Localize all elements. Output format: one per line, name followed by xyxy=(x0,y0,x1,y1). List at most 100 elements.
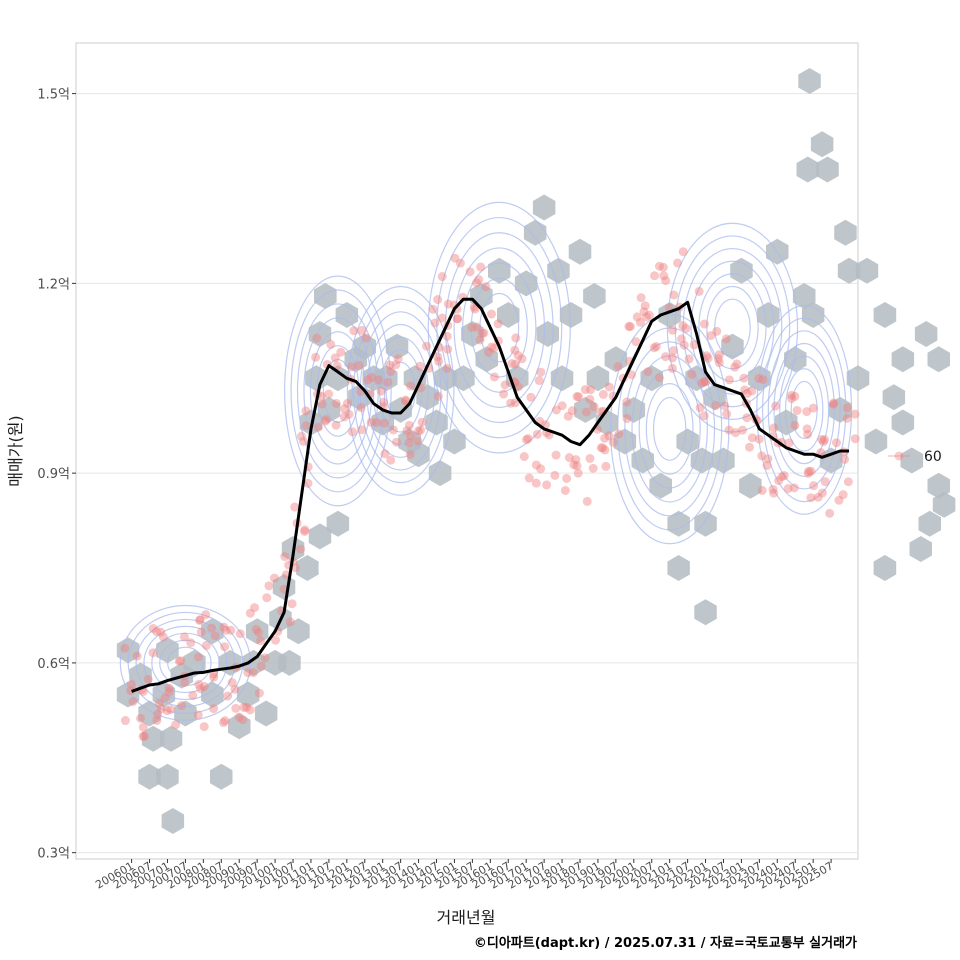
hexbin xyxy=(721,333,744,360)
x-axis-title: 거래년월 xyxy=(437,908,496,927)
data-point xyxy=(513,382,523,392)
data-point xyxy=(413,436,423,446)
hexbin xyxy=(891,409,915,436)
hexbin xyxy=(690,447,714,474)
data-point xyxy=(156,704,166,714)
data-point xyxy=(722,409,732,419)
data-point xyxy=(153,709,163,719)
data-point xyxy=(714,350,724,360)
data-point xyxy=(771,401,781,411)
data-point xyxy=(171,720,181,730)
data-point xyxy=(598,443,608,453)
data-point xyxy=(658,262,668,272)
density-contour xyxy=(359,311,442,471)
data-point xyxy=(433,391,443,401)
data-point xyxy=(701,377,711,387)
data-point xyxy=(386,455,396,465)
data-point xyxy=(227,678,237,688)
data-point xyxy=(828,399,838,409)
hexbin xyxy=(873,555,897,581)
y-tick-label: 0.3억 xyxy=(37,847,70,862)
hexbin xyxy=(116,637,140,664)
data-point xyxy=(290,502,300,512)
data-point xyxy=(639,307,649,317)
data-point xyxy=(179,632,189,642)
data-point xyxy=(842,403,852,413)
data-point xyxy=(209,704,219,714)
data-point xyxy=(254,627,264,637)
data-point xyxy=(654,373,664,383)
data-point xyxy=(481,282,491,292)
density-contour xyxy=(322,358,353,423)
data-point xyxy=(511,333,521,343)
data-point xyxy=(339,404,349,414)
data-point xyxy=(789,483,799,493)
data-point xyxy=(475,335,485,345)
data-point xyxy=(347,427,357,437)
data-point xyxy=(386,367,396,377)
data-point xyxy=(517,354,527,364)
data-point xyxy=(574,392,584,402)
hexbin xyxy=(909,536,932,562)
hexbin xyxy=(308,523,332,550)
data-point xyxy=(406,381,416,391)
hexbin xyxy=(927,346,950,373)
data-point xyxy=(640,301,650,311)
data-point xyxy=(256,636,266,646)
hexbin xyxy=(183,649,206,676)
data-point xyxy=(443,344,453,354)
data-point xyxy=(164,683,174,693)
data-point xyxy=(806,493,816,503)
density-contour xyxy=(682,247,783,408)
hexbin xyxy=(586,365,610,392)
data-point xyxy=(669,290,679,300)
data-point xyxy=(433,352,443,362)
density-contour xyxy=(617,327,723,531)
legend-label: 60 xyxy=(924,449,942,465)
plot-panel xyxy=(75,42,859,860)
hexbin xyxy=(932,491,956,518)
data-point xyxy=(287,599,297,609)
data-point xyxy=(326,339,336,349)
data-point xyxy=(661,276,671,286)
density-contour xyxy=(135,618,236,707)
data-point xyxy=(180,677,190,687)
density-contour xyxy=(706,285,759,370)
hexbin xyxy=(428,460,452,487)
density-contour xyxy=(283,275,392,507)
data-point xyxy=(757,485,767,495)
hexbin xyxy=(407,441,430,468)
density-contour xyxy=(346,285,455,496)
data-point xyxy=(563,411,573,421)
data-point xyxy=(831,438,841,448)
data-point xyxy=(818,437,828,447)
hexbin xyxy=(730,257,753,284)
data-point xyxy=(632,312,642,322)
data-point xyxy=(684,354,694,364)
data-point xyxy=(711,400,721,410)
density-contour xyxy=(479,292,520,363)
legend: 60 xyxy=(888,449,942,465)
data-point xyxy=(531,460,541,470)
data-point xyxy=(196,627,206,637)
data-point xyxy=(136,713,146,723)
density-contour xyxy=(756,304,853,515)
data-point xyxy=(596,443,606,453)
data-point xyxy=(668,346,678,356)
data-point xyxy=(474,275,484,285)
hexbin xyxy=(161,808,185,834)
data-point xyxy=(219,622,229,632)
trend-line xyxy=(131,297,849,693)
density-contour xyxy=(143,625,228,701)
data-point xyxy=(673,258,683,268)
data-point xyxy=(730,362,740,372)
data-point xyxy=(714,358,724,368)
data-point xyxy=(600,445,610,455)
data-point xyxy=(280,552,290,562)
data-point xyxy=(661,352,671,362)
data-point xyxy=(742,388,752,398)
data-point xyxy=(572,461,582,471)
data-point xyxy=(513,350,523,360)
density-contour xyxy=(167,646,204,680)
